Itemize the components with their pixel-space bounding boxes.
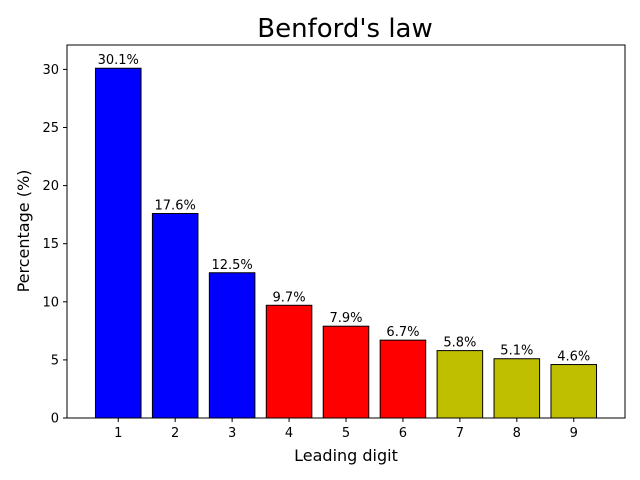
data-label-5: 7.9% [329,311,362,326]
x-axis-label: Leading digit [294,446,398,465]
x-axis-ticks: 1 2 3 4 5 6 7 8 9 [114,418,578,441]
y-tick-label-5: 5 [51,353,59,368]
data-label-1: 30.1% [98,53,139,68]
data-label-7: 5.8% [443,336,476,351]
x-tick-label-7: 7 [456,426,464,441]
y-tick-label-10: 10 [42,295,59,310]
y-tick-label-0: 0 [51,412,59,427]
data-label-9: 4.6% [557,350,590,365]
data-labels-group: 30.1% 17.6% 12.5% 9.7% 7.9% 6.7% 5.8% 5.1% 4.6% [98,53,591,364]
y-tick-label-20: 20 [42,179,59,194]
bar-8 [493,358,541,419]
bar-5 [322,325,370,419]
data-label-4: 9.7% [273,290,306,305]
x-tick-label-1: 1 [114,426,122,441]
data-label-6: 6.7% [386,325,419,340]
y-axis-label: Percentage (%) [14,170,33,293]
bars-group [94,67,598,419]
data-label-2: 17.6% [155,198,196,213]
bar-6 [379,339,427,419]
x-tick-label-6: 6 [399,426,407,441]
x-tick-label-8: 8 [513,426,521,441]
x-tick-label-9: 9 [570,426,578,441]
y-tick-label-30: 30 [42,63,59,78]
bar-3 [208,272,256,419]
bar-1 [94,67,142,419]
x-tick-label-3: 3 [228,426,236,441]
bar-4 [265,304,313,419]
y-axis-ticks: 0 5 10 15 20 25 30 [42,63,67,427]
x-tick-label-5: 5 [342,426,350,441]
y-tick-label-25: 25 [42,121,59,136]
plot-area-frame [66,44,626,419]
bar-9 [550,364,598,419]
bar-2 [151,212,199,419]
x-tick-label-2: 2 [171,426,179,441]
y-tick-label-15: 15 [42,237,59,252]
data-label-3: 12.5% [211,258,252,273]
x-tick-label-4: 4 [285,426,293,441]
bar-7 [436,350,484,419]
data-label-8: 5.1% [500,344,533,359]
chart-title: Benford's law [257,14,433,44]
